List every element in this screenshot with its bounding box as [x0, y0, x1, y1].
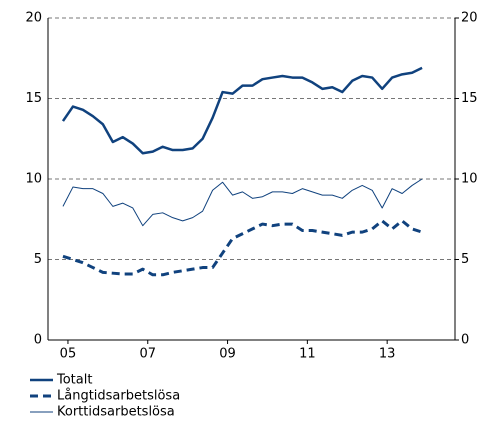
- legend-label: Totalt: [56, 373, 92, 388]
- y2-tick-label: 0: [461, 333, 469, 348]
- y2-tick-label: 10: [461, 172, 478, 187]
- y-tick-label: 0: [34, 333, 42, 348]
- y-tick-label: 10: [25, 172, 42, 187]
- legend-label: Långtidsarbetslösa: [57, 389, 180, 404]
- x-tick-label: 05: [60, 347, 77, 362]
- series-line: [62, 178, 423, 227]
- y2-tick-label: 5: [461, 252, 469, 267]
- x-tick-label: 13: [379, 347, 396, 362]
- y-tick-label: 15: [25, 91, 42, 106]
- legend-label: Korttidsarbetslösa: [57, 405, 175, 420]
- x-tick-label: 11: [299, 347, 316, 362]
- x-tick-label: 07: [139, 347, 156, 362]
- series-line: [62, 219, 423, 277]
- y2-tick-label: 20: [461, 11, 478, 26]
- x-tick-label: 09: [219, 347, 236, 362]
- y2-tick-label: 15: [461, 91, 478, 106]
- y-tick-label: 20: [25, 11, 42, 26]
- series-line: [61, 66, 423, 155]
- y-tick-label: 5: [34, 252, 42, 267]
